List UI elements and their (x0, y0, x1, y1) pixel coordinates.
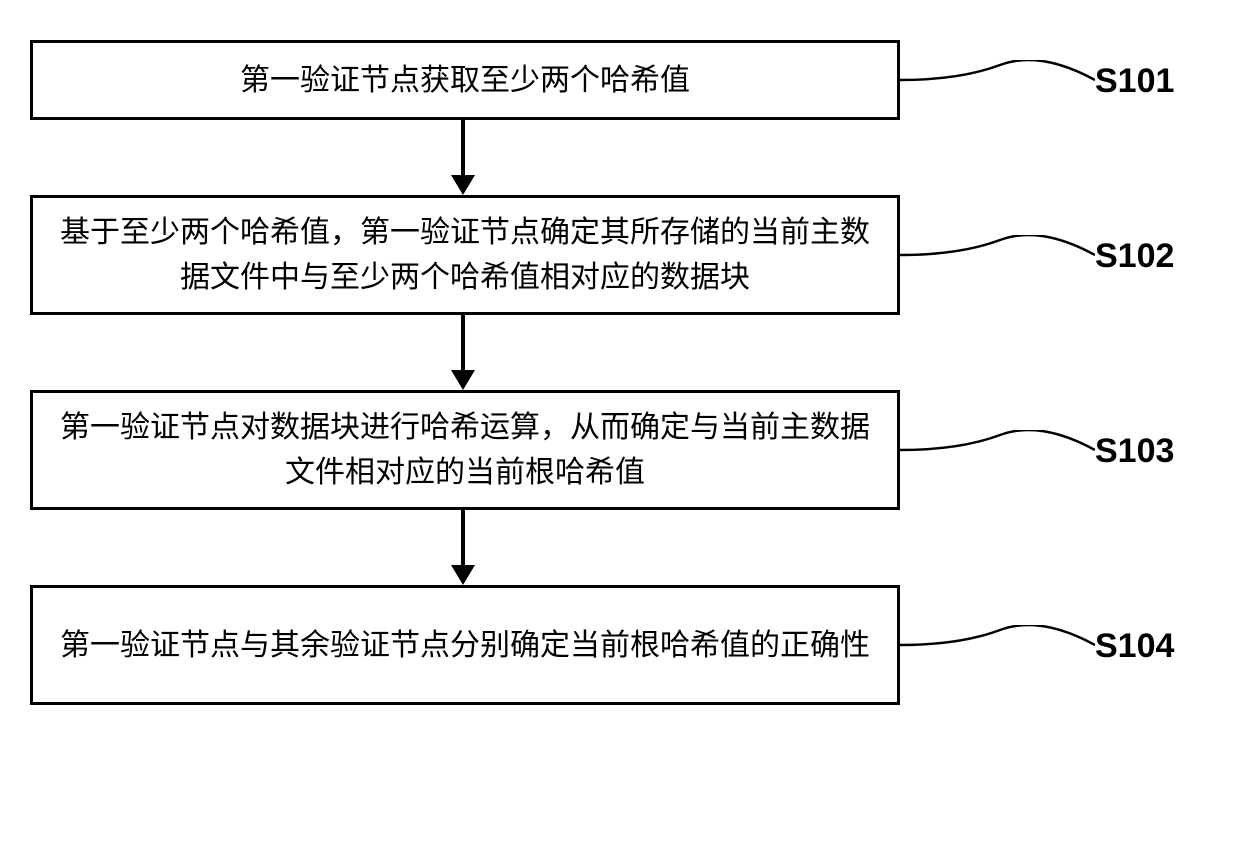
step-label-2: S102 (1095, 237, 1174, 276)
arrow-2 (30, 315, 1210, 390)
arrow-3 (30, 510, 1210, 585)
arrow-head-2 (451, 370, 475, 390)
connector-curve-1 (900, 60, 1095, 110)
arrow-1 (30, 120, 1210, 195)
step-row-1: 第一验证节点获取至少两个哈希值 S101 (30, 40, 1210, 120)
connector-curve-2 (900, 235, 1095, 285)
arrow-head-3 (451, 565, 475, 585)
connector-curve-4 (900, 625, 1095, 675)
step-id-1: S101 (1095, 62, 1174, 100)
arrow-line-1 (461, 120, 465, 175)
step-row-3: 第一验证节点对数据块进行哈希运算，从而确定与当前主数据文件相对应的当前根哈希值 … (30, 390, 1210, 510)
arrow-line-3 (461, 510, 465, 565)
step-label-3: S103 (1095, 432, 1174, 471)
step-text-3: 第一验证节点对数据块进行哈希运算，从而确定与当前主数据文件相对应的当前根哈希值 (53, 405, 877, 495)
step-box-3: 第一验证节点对数据块进行哈希运算，从而确定与当前主数据文件相对应的当前根哈希值 (30, 390, 900, 510)
step-label-4: S104 (1095, 627, 1174, 666)
step-id-3: S103 (1095, 432, 1174, 470)
step-id-2: S102 (1095, 237, 1174, 275)
flowchart-container: 第一验证节点获取至少两个哈希值 S101 基于至少两个哈希值，第一验证节点确定其… (30, 40, 1210, 827)
step-text-2: 基于至少两个哈希值，第一验证节点确定其所存储的当前主数据文件中与至少两个哈希值相… (53, 210, 877, 300)
step-text-1: 第一验证节点获取至少两个哈希值 (240, 58, 690, 103)
step-box-2: 基于至少两个哈希值，第一验证节点确定其所存储的当前主数据文件中与至少两个哈希值相… (30, 195, 900, 315)
step-box-4: 第一验证节点与其余验证节点分别确定当前根哈希值的正确性 (30, 585, 900, 705)
step-label-1: S101 (1095, 62, 1174, 101)
arrow-line-2 (461, 315, 465, 370)
step-row-2: 基于至少两个哈希值，第一验证节点确定其所存储的当前主数据文件中与至少两个哈希值相… (30, 195, 1210, 315)
step-text-4: 第一验证节点与其余验证节点分别确定当前根哈希值的正确性 (60, 623, 870, 668)
step-box-1: 第一验证节点获取至少两个哈希值 (30, 40, 900, 120)
arrow-head-1 (451, 175, 475, 195)
step-id-4: S104 (1095, 627, 1174, 665)
step-row-4: 第一验证节点与其余验证节点分别确定当前根哈希值的正确性 S104 (30, 585, 1210, 705)
connector-curve-3 (900, 430, 1095, 480)
